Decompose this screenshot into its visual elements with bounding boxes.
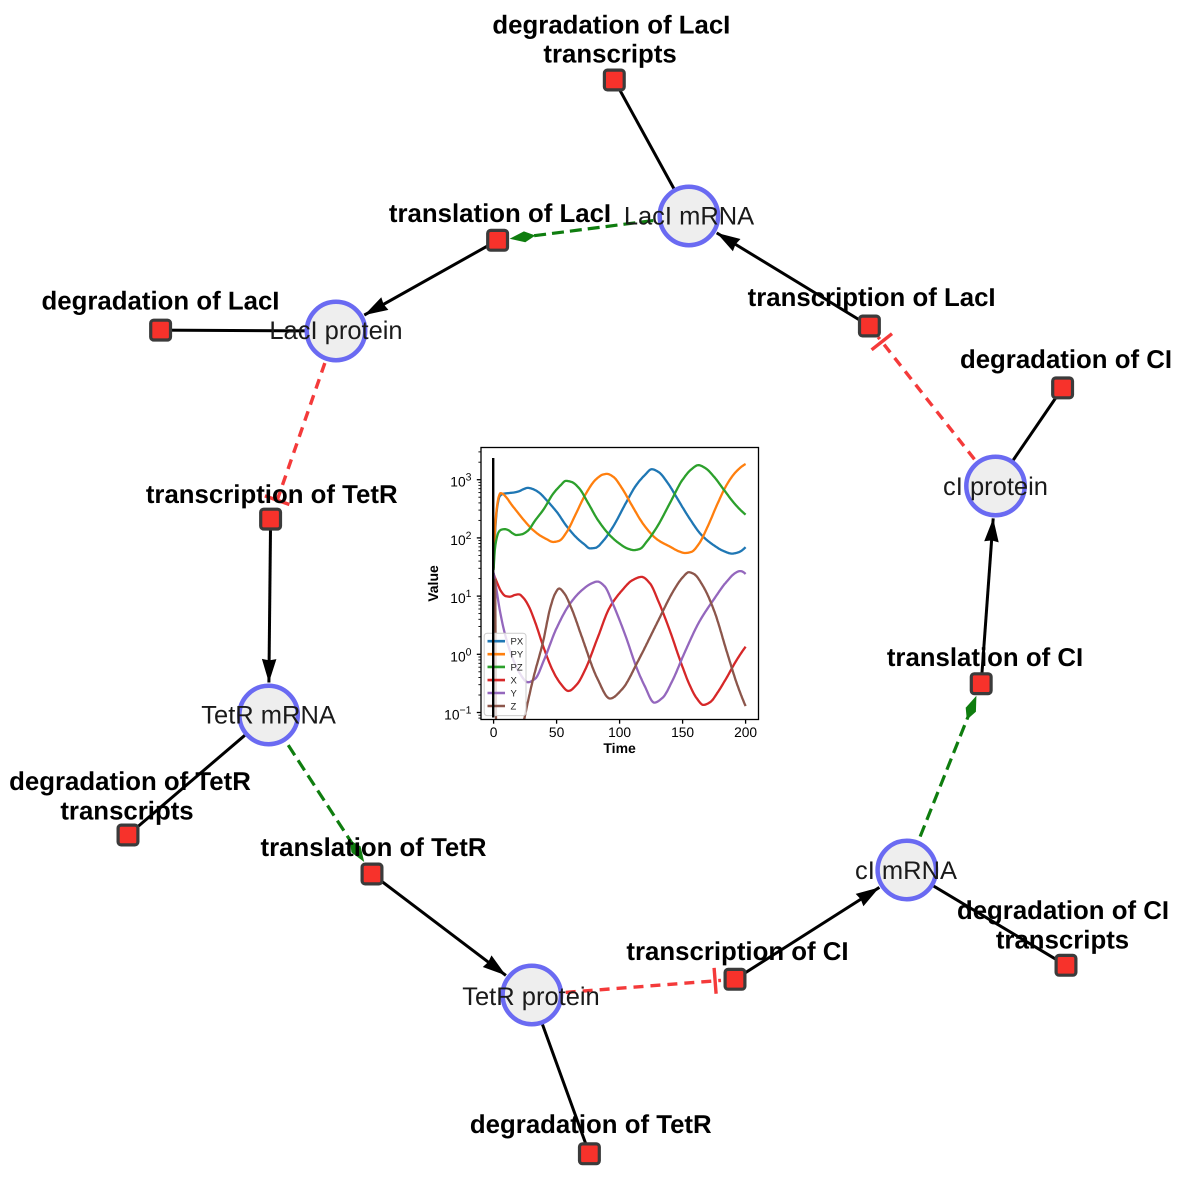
svg-text:degradation of LacI: degradation of LacI	[492, 12, 730, 40]
svg-text:103: 103	[450, 472, 471, 490]
svg-text:102: 102	[450, 530, 471, 548]
svg-text:100: 100	[450, 646, 471, 664]
svg-text:degradation of LacI: degradation of LacI	[42, 288, 280, 316]
svg-text:cI mRNA: cI mRNA	[855, 857, 957, 885]
svg-text:degradation of TetR: degradation of TetR	[470, 1111, 712, 1139]
svg-text:50: 50	[549, 725, 565, 740]
svg-text:Time: Time	[603, 740, 636, 756]
svg-text:translation of LacI: translation of LacI	[389, 200, 611, 228]
svg-text:101: 101	[450, 588, 471, 606]
svg-text:Z: Z	[511, 701, 517, 712]
svg-text:degradation of CI: degradation of CI	[960, 346, 1172, 374]
svg-text:PX: PX	[511, 637, 524, 648]
svg-text:transcripts: transcripts	[996, 926, 1129, 954]
svg-text:degradation of CI: degradation of CI	[957, 897, 1169, 925]
svg-text:transcription of CI: transcription of CI	[626, 938, 848, 966]
svg-text:transcription of TetR: transcription of TetR	[146, 481, 398, 509]
svg-text:10−1: 10−1	[444, 705, 471, 723]
svg-text:degradation of TetR: degradation of TetR	[9, 768, 251, 796]
svg-text:100: 100	[608, 725, 631, 740]
svg-text:0: 0	[490, 725, 498, 740]
svg-text:Y: Y	[511, 688, 518, 699]
svg-text:transcription of LacI: transcription of LacI	[748, 284, 996, 312]
svg-text:LacI mRNA: LacI mRNA	[624, 203, 754, 231]
svg-text:TetR protein: TetR protein	[462, 983, 600, 1011]
svg-text:PY: PY	[511, 650, 524, 661]
svg-text:transcripts: transcripts	[543, 40, 676, 68]
svg-text:TetR mRNA: TetR mRNA	[201, 702, 336, 730]
svg-text:LacI protein: LacI protein	[269, 317, 402, 345]
svg-text:Value: Value	[425, 565, 441, 602]
svg-text:transcripts: transcripts	[60, 797, 193, 825]
svg-text:translation of TetR: translation of TetR	[261, 834, 487, 862]
svg-text:translation of CI: translation of CI	[887, 644, 1083, 672]
svg-text:cI protein: cI protein	[943, 473, 1048, 501]
svg-text:200: 200	[734, 725, 757, 740]
svg-text:X: X	[511, 676, 518, 687]
svg-text:PZ: PZ	[511, 662, 523, 673]
svg-text:150: 150	[671, 725, 694, 740]
